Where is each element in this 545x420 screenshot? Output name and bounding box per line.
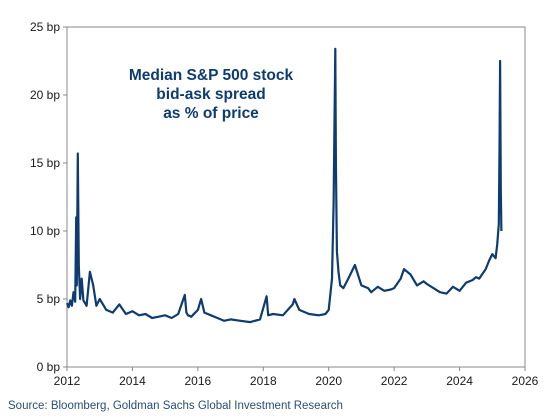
x-axis: 2012 2014 2016 2018 2020 2022 2024 2026 — [54, 367, 539, 388]
y-tick-label: 15 bp — [30, 156, 60, 170]
series-line — [65, 47, 503, 324]
y-axis: 0 bp 5 bp 10 bp 15 bp 20 bp 25 bp — [30, 20, 67, 374]
x-tick-label: 2018 — [250, 374, 277, 388]
y-tick-label: 5 bp — [37, 292, 61, 306]
chart-title-line-1: Median S&P 500 stock — [129, 67, 294, 84]
x-tick-label: 2016 — [185, 374, 212, 388]
y-tick-label: 20 bp — [30, 88, 60, 102]
plot-area — [66, 26, 526, 368]
x-tick-label: 2024 — [446, 374, 473, 388]
y-tick-label: 0 bp — [37, 360, 61, 374]
x-tick-label: 2012 — [54, 374, 81, 388]
y-tick-label: 25 bp — [30, 20, 60, 34]
chart-title-line-3: as % of price — [163, 105, 259, 122]
chart-title-line-2: bid-ask spread — [156, 86, 265, 103]
source-note: Source: Bloomberg, Goldman Sachs Global … — [8, 400, 343, 412]
x-tick-label: 2022 — [381, 374, 408, 388]
y-tick-label: 10 bp — [30, 224, 60, 238]
x-tick-label: 2026 — [512, 374, 539, 388]
x-tick-label: 2014 — [119, 374, 146, 388]
x-tick-label: 2020 — [315, 374, 342, 388]
